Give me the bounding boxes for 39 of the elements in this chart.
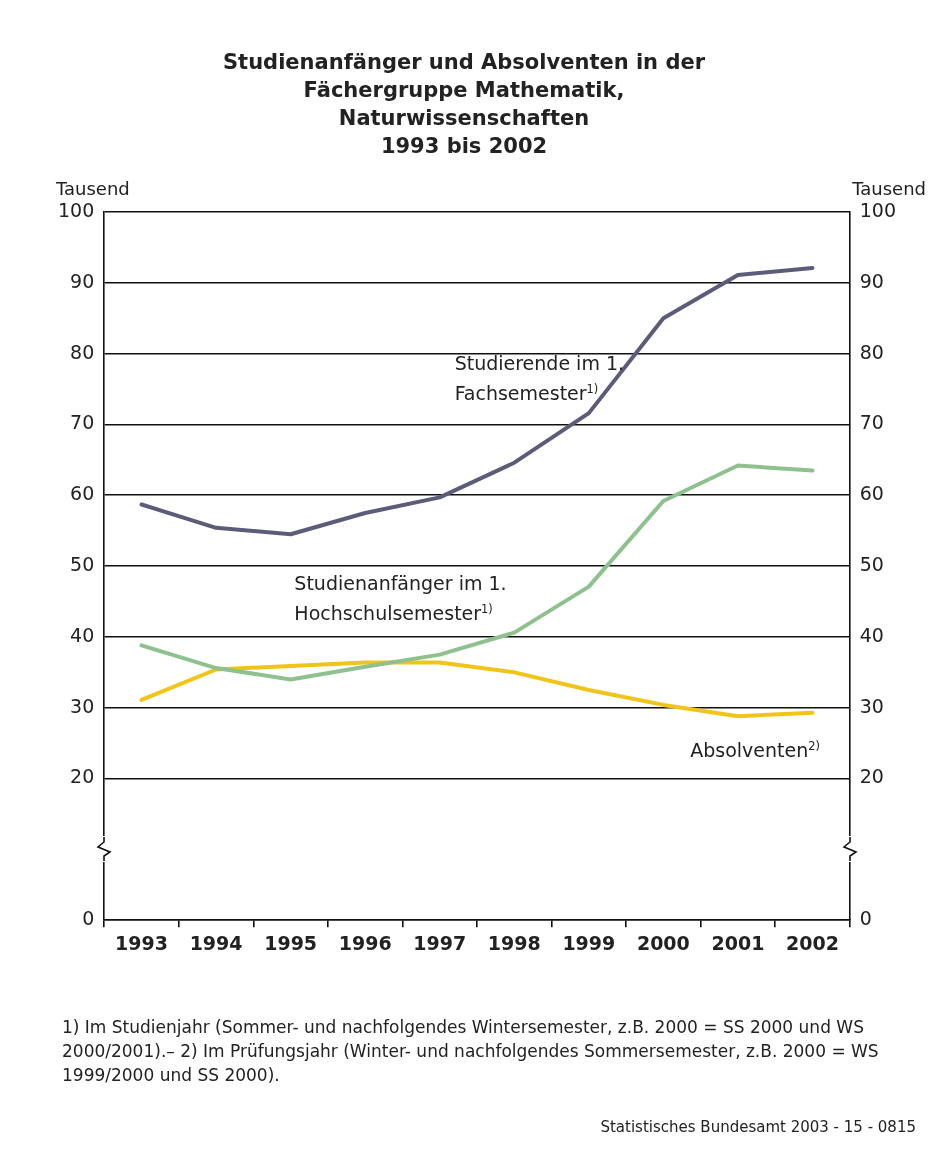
y2-tick-label: 40	[859, 623, 884, 646]
y-tick-label: 40	[70, 623, 95, 646]
x-tick-label: 1998	[487, 931, 541, 954]
y2-tick-label: 20	[859, 765, 884, 788]
x-tick-label: 1997	[413, 931, 467, 954]
y-tick-label: 90	[70, 269, 95, 292]
y2-axis-title: Tausend	[852, 178, 926, 199]
y-tick-label: 60	[70, 482, 95, 505]
y2-tick-label: 70	[859, 411, 884, 434]
y2-tick-label: 100	[859, 198, 896, 221]
y-tick-label: 80	[70, 340, 95, 363]
chart-title: Studienanfänger und Absolventen in der Fächergruppe Mathematik, Naturwissenschaften	[222, 49, 706, 132]
y2-tick-label: 50	[859, 553, 884, 576]
y-tick-label: 100	[58, 198, 95, 221]
x-tick-label: 2002	[786, 931, 839, 954]
y-tick-label: 0	[82, 907, 95, 930]
y2-tick-label: 90	[859, 269, 884, 292]
y2-tick-label: 30	[859, 694, 884, 717]
x-tick-label: 2000	[636, 931, 690, 954]
text: 1) Im Studienjahr (Sommer- und nachfolgendes Wintersemester, z.B. 2000 = SS 2000 und WS 2000/2001).– 2) Im Prüfungsjahr (Winter- und nachfolgendes Sommersemester, z.B. 2000 = WS 1999/2000 und SS 2000).	[62, 1016, 880, 1087]
x-tick-label: 1995	[264, 931, 318, 954]
y2-tick-label: 0	[859, 907, 872, 930]
series-label: Studienanfänger im 1. Hochschulsemester$^{1)}$	[294, 570, 508, 626]
text: Statistisches Bundesamt 2003 - 15 - 0815	[600, 1118, 916, 1136]
y-axis-title: Tausend	[56, 178, 130, 199]
y2-tick-label: 80	[859, 340, 884, 363]
x-tick-label: 1999	[562, 931, 616, 954]
x-tick-label: 2001	[711, 931, 765, 954]
series-label: Absolventen$^{2)}$	[689, 737, 820, 763]
y-tick-label: 20	[70, 765, 95, 788]
chart-subtitle: 1993 bis 2002	[379, 133, 549, 160]
y-tick-label: 50	[70, 553, 95, 576]
series-label: Studierende im 1. Fachsemester$^{1)}$	[454, 351, 626, 407]
y-tick-label: 30	[70, 694, 95, 717]
x-tick-label: 1996	[338, 931, 392, 954]
x-tick-label: 1994	[189, 931, 243, 954]
x-tick-label: 1993	[115, 931, 168, 954]
y2-tick-label: 60	[859, 482, 884, 505]
y-tick-label: 70	[70, 411, 95, 434]
